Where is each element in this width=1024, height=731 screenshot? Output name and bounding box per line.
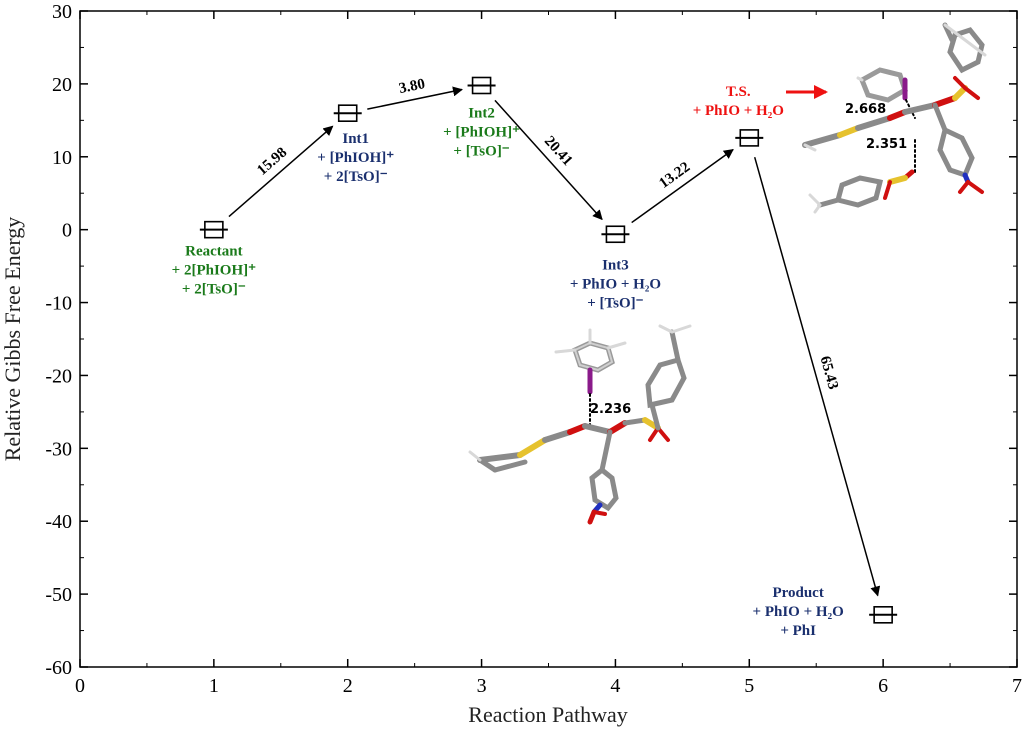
state-marker-int1	[333, 104, 362, 122]
barrier-label-1: 15.98	[254, 145, 290, 179]
barrier-arrow-1	[228, 125, 334, 218]
x-tick-label: 7	[1012, 675, 1022, 697]
state-label-line: + 2[PhIOH]⁺	[172, 263, 256, 279]
tick-layer: 0 1 2 3 4 5 6 7 -60 -50 -40 -30 -20 -10 0 10 20 30	[45, 1, 1022, 697]
x-tick-label: 5	[744, 675, 754, 697]
y-tick-label: -20	[45, 365, 72, 387]
y-tick-label: -10	[45, 293, 72, 315]
state-label-line: + [PhIOH]⁺	[317, 150, 394, 166]
state-label-int3: Int3 + PhIO + H₂O + [TsO]⁻	[570, 257, 661, 311]
state-label-line: + 2[TsO]⁻	[182, 282, 246, 298]
state-label-line: Int1	[342, 131, 369, 147]
barrier-arrow-2	[367, 86, 463, 110]
state-label-line: Reactant	[185, 244, 242, 260]
int3-distance-label: 2.236	[590, 402, 631, 417]
state-marker-reactant	[199, 220, 228, 239]
state-label-line: Product	[772, 585, 823, 601]
barrier-arrow-5	[753, 156, 881, 597]
state-marker-product	[869, 606, 898, 624]
y-axis-label: Relative Gibbs Free Energy	[0, 217, 25, 462]
x-tick-label: 2	[343, 675, 353, 697]
state-label-product: Product + PhIO + H₂O + PhI	[753, 585, 844, 639]
barrier-label-5: 65.43	[816, 354, 841, 391]
state-label-line: Int2	[468, 105, 495, 121]
state-label-int1: Int1 + [PhIOH]⁺ + 2[TsO]⁻	[317, 131, 394, 185]
x-tick-label: 0	[75, 675, 85, 697]
barrier-arrow-4	[631, 148, 734, 224]
state-markers	[199, 76, 898, 624]
state-label-line: + PhIO + H₂O	[570, 276, 661, 292]
state-label-line: + 2[TsO]⁻	[324, 169, 388, 185]
state-label-line: T.S.	[726, 84, 751, 100]
state-label-line: + PhIO + H₂O	[753, 604, 844, 620]
ts-distance-label-2: 2.351	[866, 137, 907, 152]
barrier-label-3: 20.41	[541, 133, 575, 169]
barrier-label-4: 13.22	[656, 159, 693, 192]
state-label-line: + [TsO]⁻	[453, 143, 509, 159]
ts-structure-illustration	[802, 22, 987, 214]
state-label-ts: T.S. + PhIO + H₂O	[693, 84, 784, 119]
y-tick-label: -60	[45, 657, 72, 679]
y-tick-label: 20	[52, 74, 72, 96]
barrier-arrow-3	[494, 99, 603, 221]
y-tick-label: -50	[45, 584, 72, 606]
state-marker-ts	[735, 129, 764, 147]
state-label-int2: Int2 + [PhIOH]⁺ + [TsO]⁻	[443, 105, 520, 159]
state-label-line: + PhIO + H₂O	[693, 103, 784, 119]
state-label-line: + [PhIOH]⁺	[443, 124, 520, 140]
state-label-line: + PhI	[780, 623, 816, 639]
state-labels: Reactant + 2[PhIOH]⁺ + 2[TsO]⁻ Int1 + [PhIOH…	[172, 84, 844, 639]
x-axis-label: Reaction Pathway	[468, 702, 627, 727]
barrier-label-2: 3.80	[398, 76, 427, 97]
int3-structure-illustration	[468, 324, 692, 525]
x-tick-label: 6	[878, 675, 888, 697]
state-marker-int3	[601, 225, 630, 244]
y-tick-label: 30	[52, 1, 72, 23]
x-tick-label: 1	[209, 675, 219, 697]
ts-distance-label-1: 2.668	[845, 102, 886, 117]
x-tick-label: 3	[477, 675, 487, 697]
x-tick-label: 4	[610, 675, 620, 697]
state-label-reactant: Reactant + 2[PhIOH]⁺ + 2[TsO]⁻	[172, 244, 256, 298]
state-label-line: Int3	[602, 257, 629, 273]
y-tick-label: -40	[45, 511, 72, 533]
y-tick-label: -30	[45, 438, 72, 460]
y-tick-label: 0	[62, 220, 72, 242]
state-label-line: + [TsO]⁻	[587, 295, 643, 311]
state-marker-int2	[467, 76, 496, 95]
y-tick-label: 10	[52, 147, 72, 169]
